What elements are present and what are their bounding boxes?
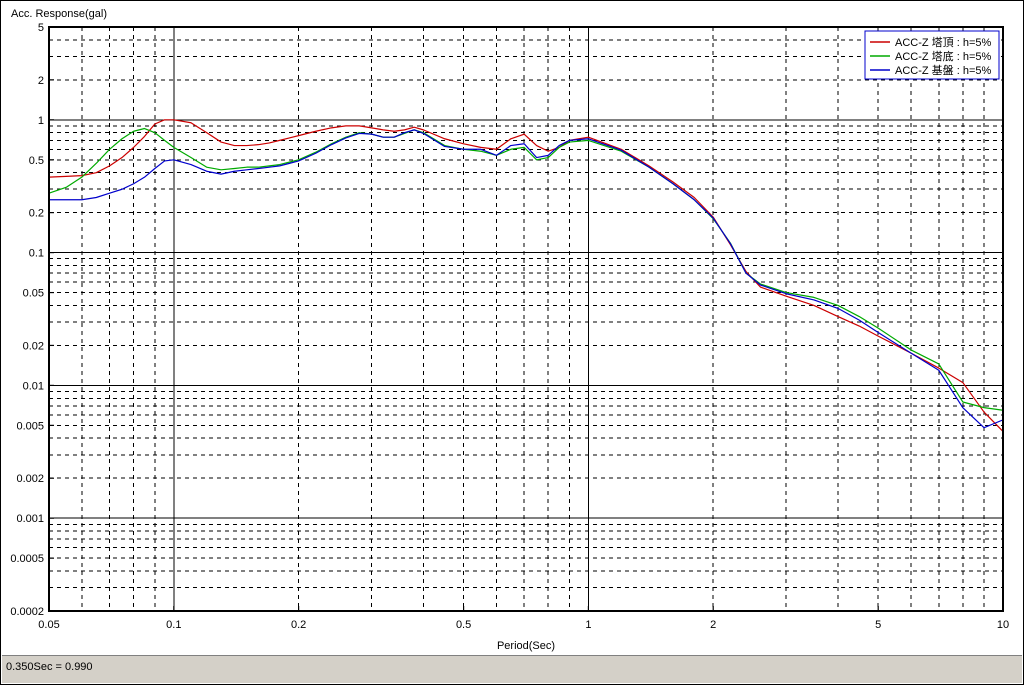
status-bar: 0.350Sec = 0.990 [2, 655, 1022, 683]
grid-layer [49, 27, 1004, 611]
plot-frame [47, 25, 1005, 613]
x-tick-label: 0.2 [291, 619, 306, 631]
y-tick-label: 2 [38, 75, 44, 87]
y-tick-label: 0.0002 [10, 606, 44, 618]
y-tick-label: 5 [38, 22, 44, 34]
y-tick-label: 0.01 [23, 380, 44, 392]
y-tick-label: 0.0005 [10, 553, 44, 565]
y-tick-label: 0.005 [16, 420, 44, 432]
x-tick-label: 10 [997, 619, 1009, 631]
series-line-0 [48, 119, 1004, 432]
y-tick-label: 0.05 [23, 288, 44, 300]
x-tick-label: 2 [710, 619, 716, 631]
series-layer [48, 119, 1004, 432]
x-tick-label: 5 [875, 619, 881, 631]
chart-legend[interactable]: ACC-Z 塔頂 : h=5%ACC-Z 塔底 : h=5%ACC-Z 基盤 :… [864, 30, 1000, 80]
axis-labels: 0.05 0.1 0.2 0.5 1 2 5 10 5 2 1 0.5 0.2 0.1 0.05 0.02 0.… [10, 8, 1009, 652]
y-tick-label: 0.2 [29, 208, 44, 220]
legend-entry-2: ACC-Z 基盤 : h=5% [895, 64, 991, 77]
x-axis-title: Period(Sec) [497, 640, 555, 652]
legend-entry-1: ACC-Z 塔底 : h=5% [895, 49, 991, 63]
legend-entry-0: ACC-Z 塔頂 : h=5% [895, 36, 991, 49]
y-axis-title: Acc. Response(gal) [11, 8, 107, 20]
y-tick-label: 0.002 [16, 473, 44, 485]
series-line-2 [49, 129, 1004, 429]
x-tick-label: 0.05 [38, 619, 59, 631]
x-tick-label: 0.5 [456, 619, 471, 631]
x-tick-label: 1 [585, 619, 591, 631]
chart-canvas[interactable]: 0.05 0.1 0.2 0.5 1 2 5 10 5 2 1 0.5 0.2 0.1 0.05 0.02 0.… [1, 1, 1023, 653]
series-line-1 [48, 127, 1004, 411]
y-tick-label: 0.02 [23, 340, 44, 352]
y-tick-label: 0.5 [29, 155, 44, 167]
y-tick-label: 0.1 [29, 248, 44, 260]
response-spectrum-chart: 0.05 0.1 0.2 0.5 1 2 5 10 5 2 1 0.5 0.2 0.1 0.05 0.02 0.… [10, 8, 1009, 652]
x-tick-label: 0.1 [166, 619, 181, 631]
status-readout: 0.350Sec = 0.990 [6, 661, 93, 673]
y-tick-label: 0.001 [16, 513, 44, 525]
y-tick-label: 1 [38, 115, 44, 127]
